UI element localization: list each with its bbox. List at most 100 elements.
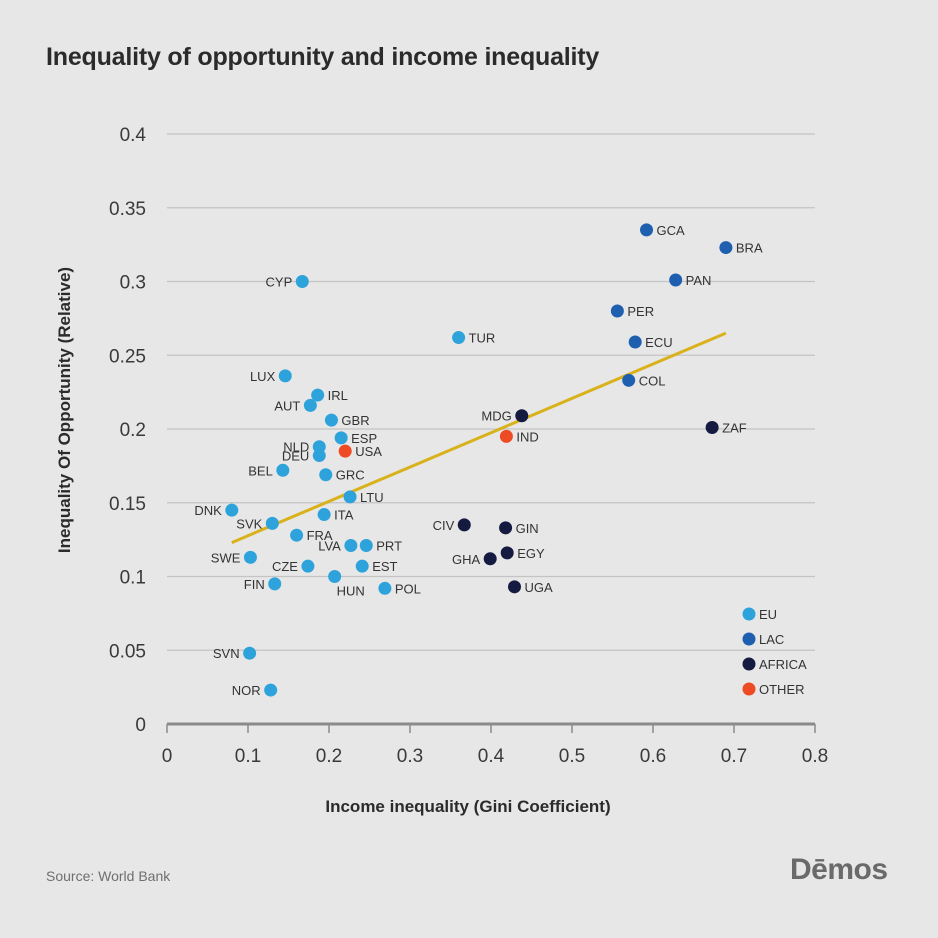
point-label-nor: NOR <box>232 683 261 698</box>
point-ind <box>499 429 513 443</box>
point-label-cyp: CYP <box>266 275 293 290</box>
point-ecu <box>628 335 642 349</box>
point-label-civ: CIV <box>433 518 455 533</box>
point-label-prt: PRT <box>376 539 402 554</box>
point-label-grc: GRC <box>336 468 365 483</box>
source-note: Source: World Bank <box>46 868 171 884</box>
point-label-deu: DEU <box>282 449 309 464</box>
x-tick-label: 0.4 <box>478 746 505 767</box>
point-label-fra: FRA <box>307 528 333 543</box>
trendline-group <box>231 331 727 544</box>
legend-label-lac: LAC <box>759 632 784 647</box>
demos-logo: Dēmos <box>790 853 888 886</box>
point-swe <box>243 550 257 564</box>
point-zaf <box>705 421 719 435</box>
x-tick-label: 0 <box>162 746 173 767</box>
point-svk <box>265 516 279 530</box>
point-fin <box>268 577 282 591</box>
y-tick-label: 0.15 <box>109 494 146 515</box>
point-grc <box>319 468 333 482</box>
point-usa <box>338 444 352 458</box>
point-gca <box>640 223 654 237</box>
point-gin <box>499 521 513 535</box>
chart-title: Inequality of opportunity and income ine… <box>46 43 600 71</box>
point-ltu <box>343 490 357 504</box>
point-prt <box>359 539 373 553</box>
legend-label-eu: EU <box>759 607 777 622</box>
point-hun <box>328 570 342 583</box>
point-egy <box>500 546 514 560</box>
point-cze <box>301 559 315 573</box>
point-gbr <box>324 413 338 427</box>
point-label-mdg: MDG <box>481 409 511 424</box>
point-irl <box>311 388 325 402</box>
point-dnk <box>225 503 239 517</box>
y-tick-label: 0.05 <box>109 641 146 662</box>
point-lva <box>344 539 358 553</box>
point-label-irl: IRL <box>328 388 348 403</box>
point-lux <box>278 369 292 383</box>
point-label-ita: ITA <box>334 508 354 523</box>
point-est <box>355 559 369 573</box>
point-esp <box>334 431 348 445</box>
point-bra <box>719 241 733 255</box>
trendline <box>231 331 727 544</box>
x-axis-title: Income inequality (Gini Coefficient) <box>325 797 610 816</box>
point-label-lux: LUX <box>250 369 276 384</box>
point-label-aut: AUT <box>274 398 300 413</box>
legend-label-africa: AFRICA <box>759 657 807 672</box>
point-label-fin: FIN <box>244 577 265 592</box>
point-label-lva: LVA <box>318 539 341 554</box>
legend-marker-lac <box>742 632 756 646</box>
data-points: GCA BRA PAN PER ECU COL CYP TUR LUX IRL AUT GBR ESP N… <box>194 223 763 698</box>
point-label-gca: GCA <box>657 223 686 238</box>
legend: EU LAC AFRICA OTHER <box>742 607 807 697</box>
point-gha <box>483 552 497 566</box>
point-pol <box>378 581 392 595</box>
point-bel <box>276 463 290 477</box>
x-tick-label: 0.5 <box>559 746 585 767</box>
point-label-uga: UGA <box>524 580 553 595</box>
y-tick-label: 0.25 <box>109 346 146 367</box>
axes: 0 0.05 0.1 0.15 0.2 0.25 0.3 0.35 0.4 0 0.1 0.2 0.3 0… <box>109 125 828 767</box>
point-label-gbr: GBR <box>341 413 369 428</box>
point-col <box>622 373 636 387</box>
legend-marker-eu <box>742 607 756 621</box>
x-tick-label: 0.3 <box>397 746 423 767</box>
point-label-svn: SVN <box>213 646 240 661</box>
point-civ <box>457 518 471 532</box>
point-label-gha: GHA <box>452 552 481 567</box>
point-label-cze: CZE <box>272 559 298 574</box>
point-label-bra: BRA <box>736 241 763 256</box>
y-tick-label: 0.4 <box>120 125 147 146</box>
point-label-swe: SWE <box>211 550 241 565</box>
point-label-est: EST <box>372 559 397 574</box>
point-label-hun: HUN <box>337 584 365 599</box>
point-label-gin: GIN <box>516 521 539 536</box>
point-label-pan: PAN <box>686 273 712 288</box>
point-mdg <box>515 409 529 423</box>
x-tick-label: 0.8 <box>802 746 828 767</box>
y-tick-label: 0.3 <box>120 273 146 294</box>
point-svn <box>243 646 257 660</box>
point-aut <box>303 398 317 412</box>
point-cyp <box>295 275 309 288</box>
point-label-egy: EGY <box>517 546 545 561</box>
legend-label-other: OTHER <box>759 682 805 697</box>
x-tick-label: 0.7 <box>721 746 747 767</box>
point-tur <box>452 331 466 345</box>
y-tick-label: 0 <box>135 715 146 736</box>
y-tick-label: 0.1 <box>120 568 146 589</box>
point-pan <box>669 273 683 287</box>
x-tick-label: 0.2 <box>316 746 342 767</box>
point-ita <box>317 508 331 522</box>
point-label-ind: IND <box>516 429 538 444</box>
point-label-esp: ESP <box>351 431 377 446</box>
point-label-bel: BEL <box>248 463 273 478</box>
point-label-svk: SVK <box>236 516 262 531</box>
point-label-ltu: LTU <box>360 490 384 505</box>
point-uga <box>507 580 521 594</box>
point-label-per: PER <box>627 304 654 319</box>
